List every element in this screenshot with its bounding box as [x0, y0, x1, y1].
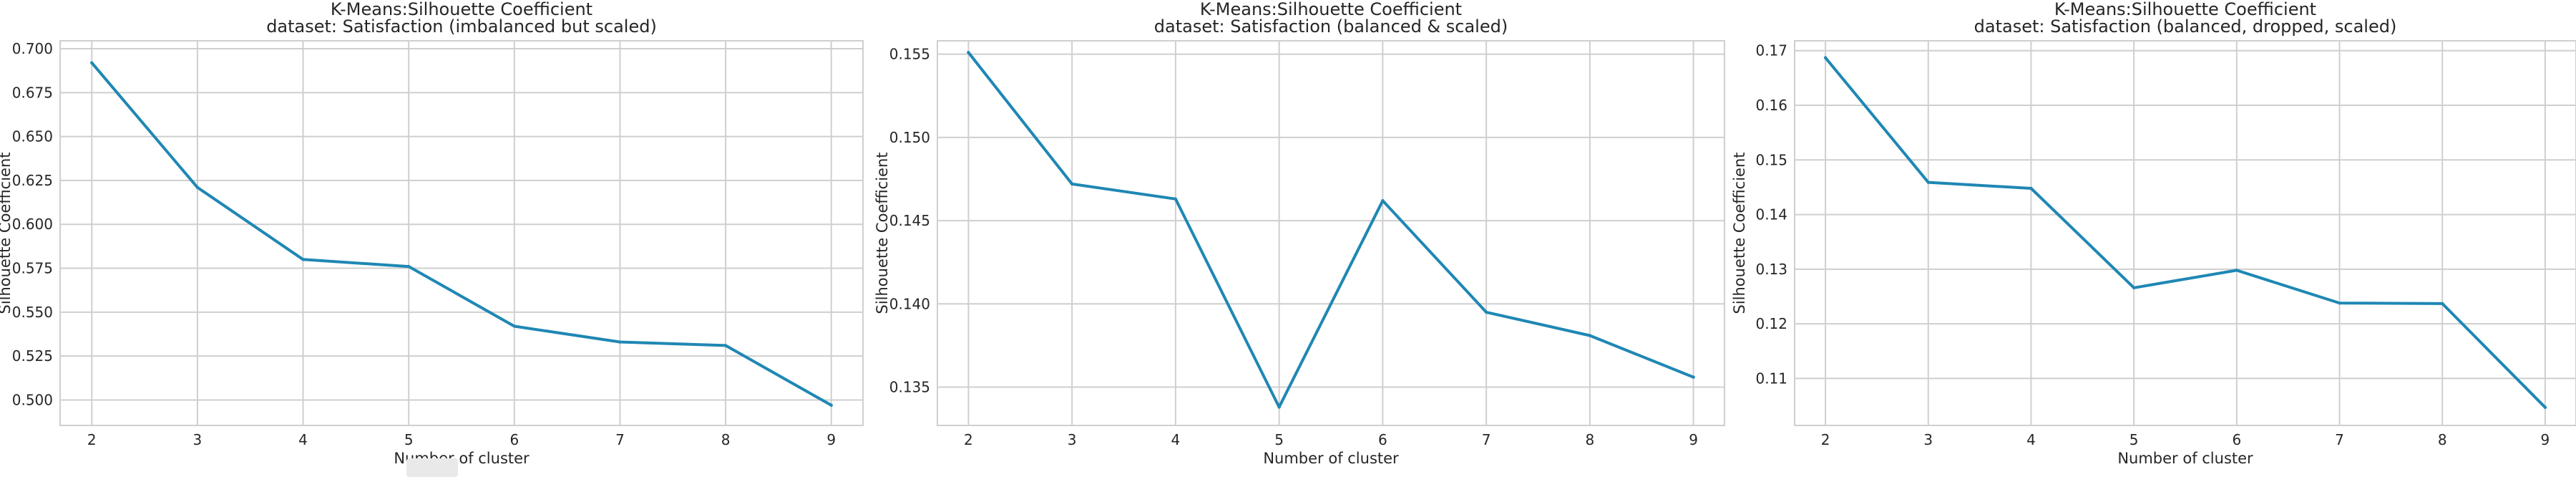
chart-subtitle: dataset: Satisfaction (imbalanced but sc… [266, 16, 657, 37]
y-tick-label: 0.525 [12, 347, 53, 365]
x-tick-label: 9 [1689, 431, 1698, 448]
x-tick-label: 4 [2026, 431, 2036, 448]
y-tick-label: 0.575 [12, 260, 53, 277]
y-tick-label: 0.140 [889, 295, 930, 312]
x-tick-label: 6 [2232, 431, 2241, 448]
x-tick-label: 3 [1068, 431, 1077, 448]
mouse-cursor-highlight [406, 458, 458, 477]
x-tick-label: 5 [2129, 431, 2139, 448]
y-tick-label: 0.11 [1755, 370, 1787, 387]
plot-area [1795, 41, 2576, 425]
data-point [195, 186, 200, 189]
y-tick-label: 0.155 [889, 46, 930, 63]
plot-area [60, 41, 863, 425]
data-point [1070, 182, 1074, 186]
y-tick-label: 0.17 [1755, 42, 1787, 59]
data-point [829, 403, 833, 408]
y-axis-label: Silhouette Coefficient [1731, 152, 1748, 314]
data-point [1692, 375, 1695, 379]
y-axis-label: Silhouette Coefficient [874, 152, 891, 314]
data-point [1588, 334, 1592, 337]
data-point [2441, 302, 2444, 306]
y-tick-label: 0.625 [12, 172, 53, 189]
data-line-series-1 [967, 51, 1695, 409]
x-tick-label: 5 [1274, 431, 1284, 448]
data-point [90, 61, 94, 64]
y-axis-label: Silhouette Coefficient [0, 152, 14, 314]
y-tick-label: 0.13 [1755, 261, 1787, 278]
chart-title: K-Means:Silhouette Coefficient [2054, 0, 2316, 19]
data-point [1823, 56, 1828, 59]
y-tick-label: 0.135 [889, 379, 930, 396]
x-tick-label: 8 [1585, 431, 1594, 448]
data-point [1174, 197, 1178, 201]
y-tick-label: 0.700 [12, 40, 53, 57]
y-tick-label: 0.15 [1755, 151, 1787, 168]
chart-panel-2: 0.135 0.140 0.145 0.150 0.155 2 3 4 5 6 7 8 9 K-Means… [874, 0, 1725, 467]
x-tick-label: 2 [964, 431, 973, 448]
data-point [723, 344, 728, 347]
chart-subtitle: dataset: Satisfaction (balanced, dropped… [1974, 16, 2397, 37]
x-tick-label: 2 [1821, 431, 1830, 448]
x-tick-label: 8 [721, 431, 731, 448]
chart-panel-3: 0.11 0.12 0.13 0.14 0.15 0.16 0.17 2 3 4 5 6 7 8 9 K-Me… [1731, 0, 2576, 467]
x-tick-label: 3 [193, 431, 203, 448]
data-point [2132, 286, 2136, 289]
data-point [2029, 186, 2033, 191]
x-tick-label: 3 [1923, 431, 1933, 448]
y-tick-label: 0.145 [889, 212, 930, 229]
y-tick-label: 0.600 [12, 216, 53, 233]
y-tick-label: 0.550 [12, 304, 53, 321]
data-point [1484, 310, 1488, 314]
x-axis-label: Number of cluster [2117, 450, 2253, 467]
x-tick-label: 9 [2541, 431, 2550, 448]
x-tick-label: 6 [1378, 431, 1387, 448]
data-point [512, 324, 517, 328]
y-tick-label: 0.150 [889, 129, 930, 146]
x-tick-label: 4 [1171, 431, 1181, 448]
y-tick-label: 0.675 [12, 84, 53, 101]
x-tick-label: 4 [298, 431, 308, 448]
data-point [1277, 405, 1281, 409]
y-tick-label: 0.500 [12, 391, 53, 408]
chart-subtitle: dataset: Satisfaction (balanced & scaled… [1154, 16, 1508, 37]
x-axis-label: Number of cluster [1263, 450, 1399, 467]
x-tick-label: 6 [509, 431, 519, 448]
data-point [2235, 269, 2239, 272]
x-tick-label: 8 [2438, 431, 2447, 448]
data-point [967, 51, 970, 54]
plot-frame [59, 40, 864, 426]
plot-frame [1794, 40, 2576, 426]
data-line-series-1 [90, 61, 833, 407]
data-line-series-1 [1824, 56, 2547, 409]
x-tick-label: 7 [615, 431, 625, 448]
data-point [406, 264, 411, 269]
data-point [2338, 301, 2341, 305]
x-tick-label: 7 [2335, 431, 2344, 448]
y-tick-label: 0.14 [1755, 206, 1787, 223]
y-tick-label: 0.650 [12, 128, 53, 145]
data-point [1381, 198, 1385, 203]
x-tick-label: 9 [826, 431, 836, 448]
x-tick-label: 5 [404, 431, 414, 448]
data-point [618, 340, 622, 344]
x-tick-label: 7 [1482, 431, 1491, 448]
y-tick-label: 0.12 [1755, 315, 1787, 332]
plot-area [937, 41, 1724, 425]
data-point [1926, 180, 1930, 184]
data-point [2543, 405, 2547, 410]
chart-title: K-Means:Silhouette Coefficient [1200, 0, 1462, 19]
x-tick-label: 2 [87, 431, 97, 448]
plot-frame [937, 40, 1725, 426]
chart-title: K-Means:Silhouette Coefficient [331, 0, 592, 19]
data-point [301, 258, 305, 261]
chart-panel-1: 0.500 0.525 0.550 0.575 0.600 0.625 0.650 0.675… [0, 0, 864, 467]
y-tick-label: 0.16 [1755, 97, 1787, 114]
